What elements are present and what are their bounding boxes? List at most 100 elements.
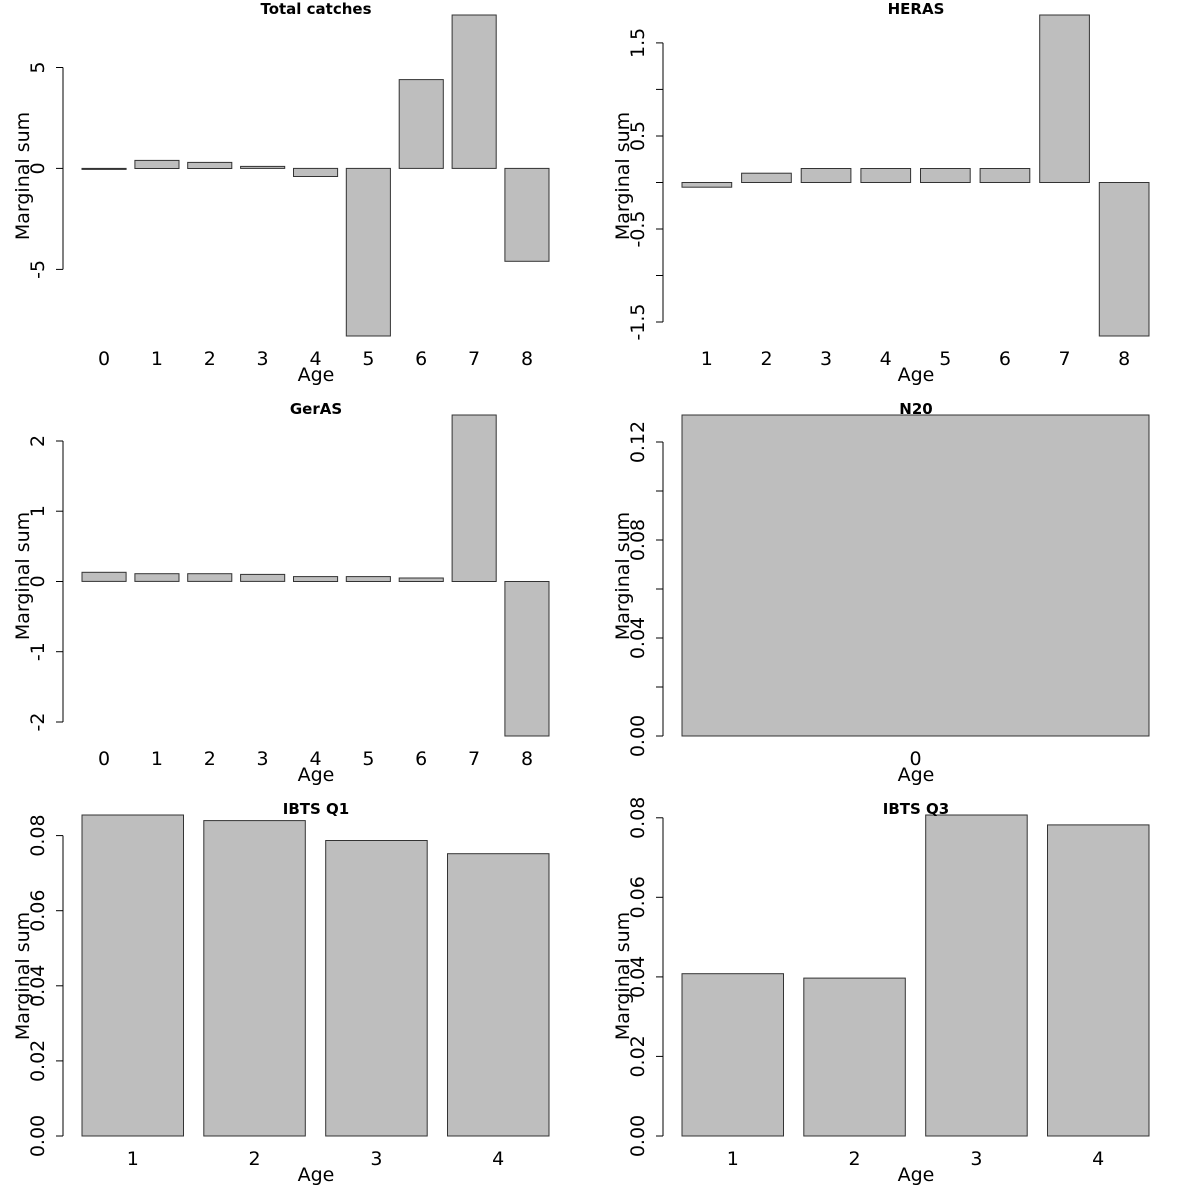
x-tick-label: 5 (362, 348, 374, 370)
bar (398, 577, 444, 582)
bar (240, 573, 286, 582)
x-tick-label: 6 (999, 348, 1011, 370)
bar (504, 581, 550, 737)
x-tick-label: 3 (370, 1148, 382, 1170)
x-axis-label: Age (298, 764, 335, 786)
y-tick-label: 0 (27, 162, 49, 174)
y-tick-label: 0.02 (27, 1040, 49, 1082)
x-tick-label: 6 (415, 348, 427, 370)
bar (345, 576, 391, 583)
bar (293, 167, 339, 177)
panel-title: HERAS (888, 0, 945, 18)
chart-panel: 1 2 3 4 0.00 0.02 0.04 0.06 0.08 IBTS Q1 Age Margin… (12, 800, 550, 1186)
x-tick-label: 3 (820, 348, 832, 370)
x-tick-label: 4 (1092, 1148, 1104, 1170)
chart-panel: 1 2 3 4 5 6 7 8 -1.5 -0.5 0.5 1.5 HERAS Age Marginal s… (612, 0, 1150, 386)
y-tick-label: 5 (27, 61, 49, 73)
x-tick-label: 1 (151, 748, 163, 770)
x-tick-label: 1 (727, 1148, 739, 1170)
bar (81, 167, 127, 170)
x-tick-label: 1 (127, 1148, 139, 1170)
y-tick-label: -5 (27, 260, 49, 279)
y-tick-label: 1.5 (627, 28, 649, 58)
y-axis-label: Marginal sum (12, 112, 34, 240)
bar (447, 853, 550, 1137)
panel-title: GerAS (290, 400, 342, 418)
bar (398, 79, 444, 169)
y-axis-label: Marginal sum (12, 912, 34, 1040)
bar (504, 167, 550, 262)
y-tick-label: 0.06 (627, 876, 649, 918)
bar (240, 165, 286, 169)
y-tick-label: 0.08 (627, 519, 649, 561)
x-tick-label: 1 (151, 348, 163, 370)
y-tick-label: 0.08 (627, 797, 649, 839)
x-tick-label: 8 (521, 348, 533, 370)
y-tick-label: -1 (27, 642, 49, 661)
y-tick-label: 0.00 (627, 715, 649, 757)
bar (134, 159, 180, 169)
x-axis-label: Age (298, 364, 335, 386)
y-tick-label: 0.04 (627, 956, 649, 998)
bar (920, 168, 971, 183)
x-tick-label: 0 (98, 348, 110, 370)
bar (860, 168, 912, 183)
x-tick-label: 1 (701, 348, 713, 370)
x-tick-label: 3 (257, 748, 269, 770)
y-axis-label: Marginal sum (612, 912, 634, 1040)
bar (451, 414, 497, 582)
bar (1047, 824, 1150, 1137)
x-tick-label: 2 (849, 1148, 861, 1170)
bar (1039, 14, 1090, 183)
panel-title: N20 (899, 400, 932, 418)
bar (979, 168, 1031, 183)
y-tick-label: 0.06 (27, 890, 49, 932)
y-tick-label: 0.5 (627, 121, 649, 151)
panel-title: IBTS Q1 (283, 800, 349, 818)
bar (81, 571, 127, 582)
x-axis-label: Age (298, 1164, 335, 1186)
bar (741, 172, 792, 183)
x-tick-label: 7 (468, 748, 480, 770)
x-tick-label: 2 (249, 1148, 261, 1170)
bar (187, 573, 233, 582)
x-tick-label: 0 (909, 748, 921, 770)
bar (800, 168, 852, 183)
chart-panel: 0 0.00 0.04 0.08 0.12 N20 Age Marginal sum (612, 400, 1150, 786)
x-tick-label: 6 (415, 748, 427, 770)
x-tick-label: 5 (362, 748, 374, 770)
chart-panel: 0 1 2 3 4 5 6 7 8 -2 -1 0 1 2 GerAS Age Marginal sum (12, 400, 550, 786)
x-axis-label: Age (898, 764, 935, 786)
x-axis-label: Age (898, 364, 935, 386)
y-axis-label: Marginal sum (612, 112, 634, 240)
y-tick-label: 0.12 (627, 421, 649, 463)
bar (1098, 182, 1150, 337)
panel-title: IBTS Q3 (883, 800, 949, 818)
x-tick-label: 4 (492, 1148, 504, 1170)
bar (203, 820, 306, 1137)
bar (187, 161, 233, 169)
y-tick-label: 0.08 (27, 814, 49, 856)
y-tick-label: 1 (27, 505, 49, 517)
bar (345, 167, 391, 337)
x-tick-label: 8 (1118, 348, 1130, 370)
bar (803, 977, 906, 1137)
bar (451, 14, 497, 169)
x-tick-label: 7 (1058, 348, 1070, 370)
y-axis-label: Marginal sum (12, 512, 34, 640)
x-tick-label: 4 (880, 348, 892, 370)
bar (134, 573, 180, 582)
x-tick-label: 0 (98, 748, 110, 770)
bar (81, 814, 184, 1137)
y-tick-label: 0.04 (627, 617, 649, 659)
y-tick-label: 0.00 (27, 1115, 49, 1157)
y-tick-label: 0.02 (627, 1035, 649, 1077)
y-axis-label: Marginal sum (612, 512, 634, 640)
y-tick-label: 0 (27, 575, 49, 587)
x-tick-label: 2 (204, 748, 216, 770)
bar (293, 576, 339, 583)
bar (925, 814, 1028, 1137)
y-tick-label: 0.00 (627, 1115, 649, 1157)
chart-panel: 0 1 2 3 4 5 6 7 8 -5 0 5 Total catches Age Marginal su… (12, 0, 550, 386)
